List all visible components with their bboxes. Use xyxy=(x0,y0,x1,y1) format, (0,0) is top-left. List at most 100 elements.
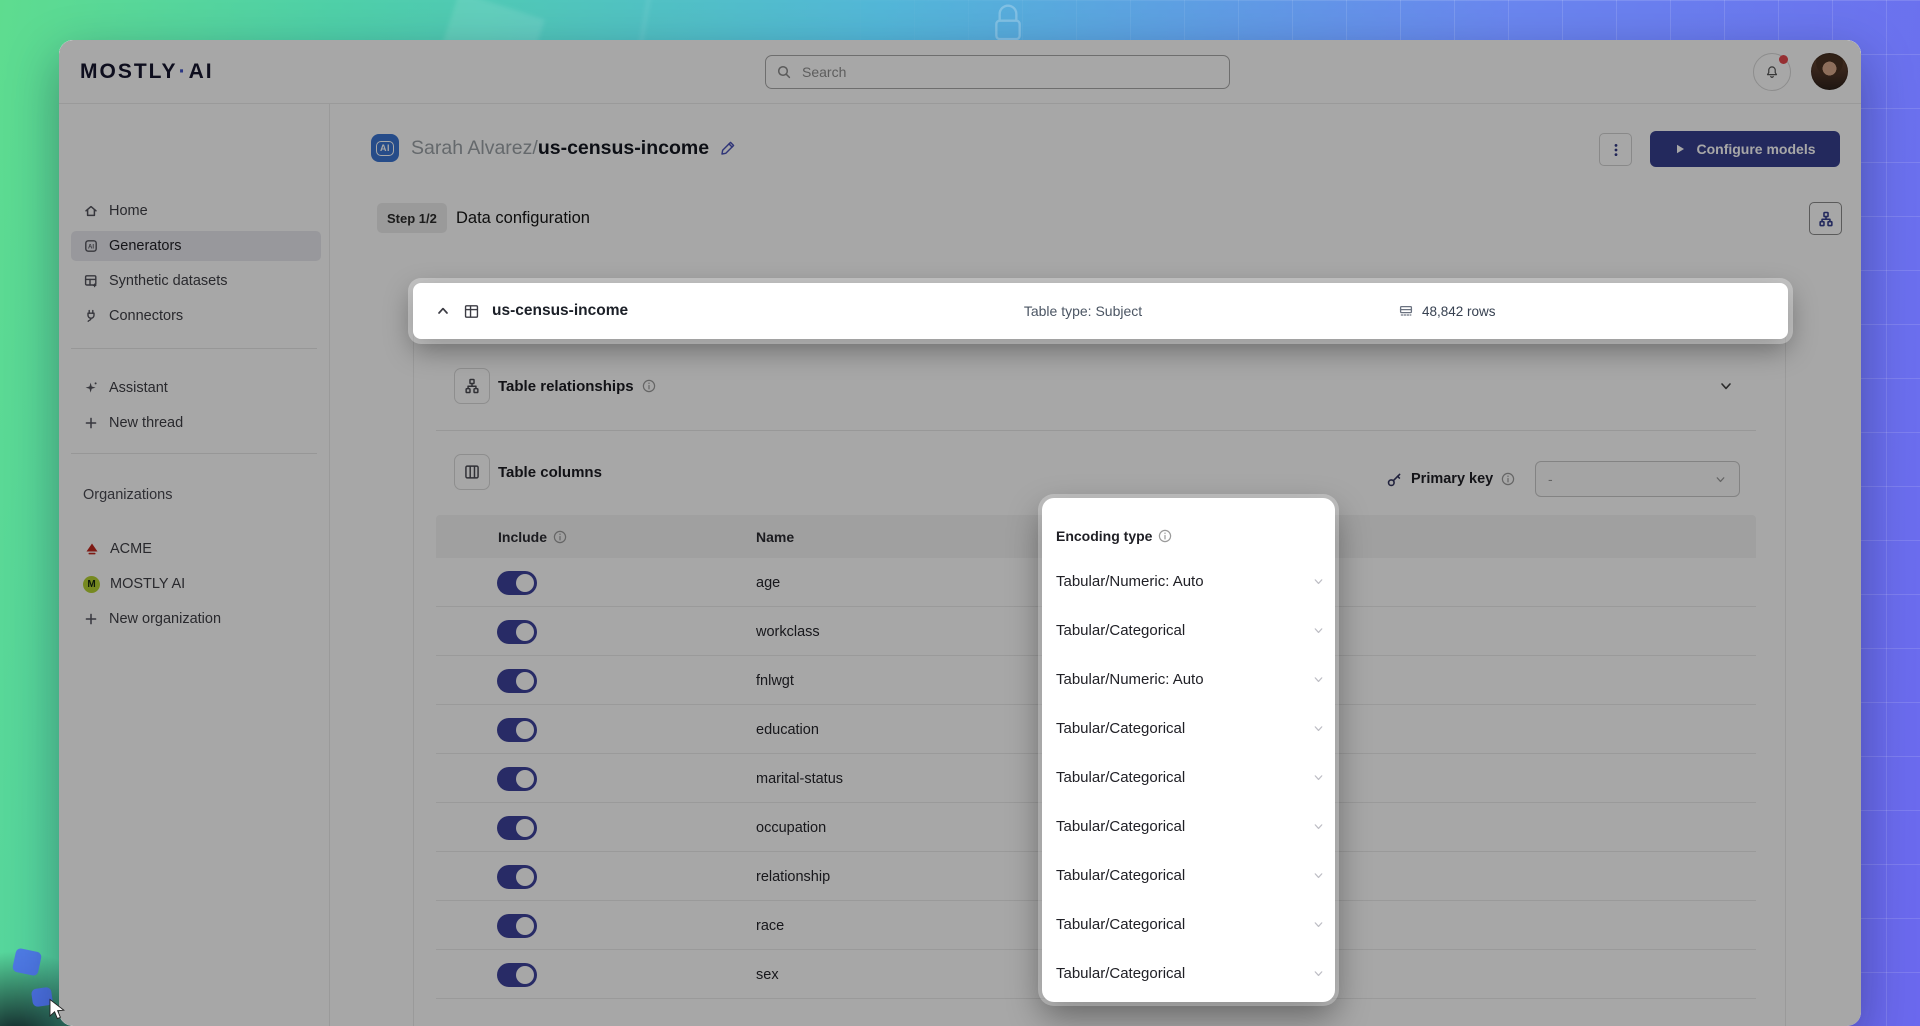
column-header-include: Include xyxy=(498,529,567,545)
include-toggle[interactable] xyxy=(497,865,537,889)
sidebar-item-generators[interactable]: AI Generators xyxy=(71,231,321,261)
encoding-value: Tabular/Categorical xyxy=(1056,916,1186,933)
sidebar-item-connectors[interactable]: Connectors xyxy=(71,301,321,331)
plus-icon xyxy=(85,613,97,625)
encoding-select[interactable]: Tabular/Categorical xyxy=(1056,900,1325,949)
encoding-value: Tabular/Numeric: Auto xyxy=(1056,671,1204,688)
sparkle-icon xyxy=(85,382,97,393)
lock-icon xyxy=(995,4,1021,41)
ai-chip-icon: AI xyxy=(376,140,394,156)
hierarchy-icon xyxy=(465,378,479,394)
include-toggle[interactable] xyxy=(497,669,537,693)
encoding-select[interactable]: Tabular/Numeric: Auto xyxy=(1056,557,1325,606)
encoding-value: Tabular/Numeric: Auto xyxy=(1056,573,1204,590)
encoding-value: Tabular/Categorical xyxy=(1056,867,1186,884)
rows-icon xyxy=(1399,305,1413,316)
sidebar-item-home[interactable]: Home xyxy=(71,196,321,226)
column-name-cell: marital-status xyxy=(756,770,844,787)
chevron-down-icon xyxy=(1716,476,1725,482)
sidebar-item-org-acme[interactable]: ACME xyxy=(71,534,321,564)
user-avatar[interactable] xyxy=(1811,53,1848,90)
sidebar-divider xyxy=(71,348,317,349)
table-type-label: Table type: Subject xyxy=(1023,303,1143,319)
relationships-section-header[interactable]: Table relationships xyxy=(498,368,656,404)
chevron-down-icon xyxy=(1314,873,1323,879)
include-toggle[interactable] xyxy=(497,816,537,840)
encoding-select[interactable]: Tabular/Categorical xyxy=(1056,606,1325,655)
search-input[interactable] xyxy=(800,63,1219,81)
sidebar-item-synthetic-datasets[interactable]: Synthetic datasets xyxy=(71,266,321,296)
chevron-down-icon xyxy=(1314,971,1323,977)
notification-badge xyxy=(1779,55,1788,64)
breadcrumb-owner: Sarah Alvarez/ xyxy=(411,137,538,159)
tour-dim-overlay xyxy=(59,40,1861,1026)
collapse-chevron-up-icon[interactable] xyxy=(435,303,451,319)
include-toggle[interactable] xyxy=(497,718,537,742)
include-toggle[interactable] xyxy=(497,963,537,987)
info-icon xyxy=(1502,472,1515,486)
relationship-view-button[interactable] xyxy=(1809,202,1842,235)
encoding-value: Tabular/Categorical xyxy=(1056,965,1186,982)
info-icon xyxy=(1159,529,1172,542)
encoding-select[interactable]: Tabular/Categorical xyxy=(1056,949,1325,998)
bell-icon xyxy=(1766,66,1778,78)
step-badge: Step 1/2 xyxy=(377,203,447,233)
info-icon xyxy=(553,530,567,543)
sidebar-item-assistant[interactable]: Assistant xyxy=(71,373,321,403)
chevron-down-icon xyxy=(1314,579,1323,585)
primary-key-select[interactable]: - xyxy=(1535,461,1740,497)
row-count-group: 48,842 rows xyxy=(1398,283,1496,339)
mostly-ai-logo: MOSTLY · AI xyxy=(80,40,214,104)
column-name-cell: sex xyxy=(756,966,779,983)
encoding-select[interactable]: Tabular/Numeric: Auto xyxy=(1056,655,1325,704)
info-icon xyxy=(642,379,655,393)
include-header-label: Include xyxy=(498,528,548,545)
search-bar[interactable] xyxy=(765,55,1230,89)
encoding-select[interactable]: Tabular/Categorical xyxy=(1056,753,1325,802)
chevron-down-icon xyxy=(1314,628,1323,634)
mostly-ai-org-icon: M xyxy=(83,575,100,593)
encoding-header-label: Encoding type xyxy=(1056,527,1153,544)
more-actions-button[interactable] xyxy=(1599,133,1632,166)
chevron-down-icon xyxy=(1314,775,1323,781)
encoding-value: Tabular/Categorical xyxy=(1056,622,1186,639)
row-count: 48,842 rows xyxy=(1422,303,1496,319)
edit-pencil-icon[interactable] xyxy=(718,139,737,158)
encoding-select[interactable]: Tabular/Categorical xyxy=(1056,704,1325,753)
sidebar-item-new-thread[interactable]: New thread xyxy=(71,408,321,438)
encoding-select[interactable]: Tabular/Categorical xyxy=(1056,851,1325,900)
column-header-name: Name xyxy=(756,528,795,545)
table-name: us-census-income xyxy=(492,302,629,319)
chevron-down-icon xyxy=(1314,726,1323,732)
columns-icon xyxy=(465,465,479,479)
logo-dot: · xyxy=(178,60,188,83)
configure-models-button[interactable]: Configure models xyxy=(1650,131,1840,167)
chevron-down-icon[interactable] xyxy=(1718,378,1734,394)
include-toggle[interactable] xyxy=(497,571,537,595)
column-name-cell: race xyxy=(756,917,785,934)
datasets-icon xyxy=(84,275,97,288)
sidebar-item-label: MOSTLY AI xyxy=(110,576,186,592)
sidebar-item-label: New thread xyxy=(109,415,184,431)
notifications-button[interactable] xyxy=(1753,53,1791,91)
column-name-cell: occupation xyxy=(756,819,827,836)
chevron-down-icon xyxy=(1314,922,1323,928)
generator-type-icon: AI xyxy=(371,134,399,162)
column-name-cell: age xyxy=(756,574,781,591)
sidebar-item-label: New organization xyxy=(109,611,222,627)
plus-icon xyxy=(85,417,97,429)
include-toggle[interactable] xyxy=(497,767,537,791)
include-toggle[interactable] xyxy=(497,620,537,644)
logo-text: AI xyxy=(188,60,214,83)
section-divider xyxy=(436,430,1756,431)
relationships-label: Table relationships xyxy=(498,377,634,395)
sidebar-item-org-mostly-ai[interactable]: M MOSTLY AI xyxy=(71,569,321,599)
encoding-select[interactable]: Tabular/Categorical xyxy=(1056,802,1325,851)
table-header-bar[interactable]: us-census-income Table type: Subject 48,… xyxy=(413,283,1788,339)
play-icon xyxy=(1677,144,1685,154)
columns-label: Table columns xyxy=(498,463,602,481)
sidebar-item-new-organization[interactable]: New organization xyxy=(71,604,321,634)
configure-models-label: Configure models xyxy=(1696,141,1816,157)
sidebar-divider xyxy=(71,453,317,454)
include-toggle[interactable] xyxy=(497,914,537,938)
